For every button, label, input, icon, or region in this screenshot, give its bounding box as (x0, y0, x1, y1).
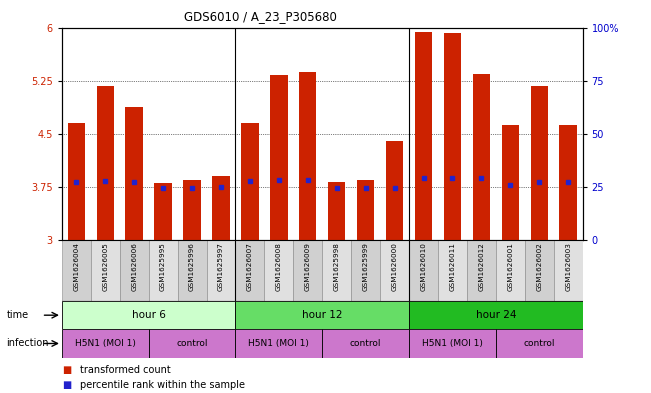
Bar (502, 125, 519, 240)
Bar (62, 329, 148, 358)
Bar (212, 176, 230, 240)
Text: hour 24: hour 24 (476, 310, 516, 320)
Text: GSM1625999: GSM1625999 (363, 242, 368, 292)
Text: control: control (176, 339, 208, 348)
Text: GSM1625997: GSM1625997 (218, 242, 224, 292)
Bar (351, 240, 380, 301)
Bar (178, 240, 206, 301)
Bar (386, 141, 403, 240)
Text: GSM1626004: GSM1626004 (74, 242, 79, 292)
Text: GSM1626000: GSM1626000 (392, 242, 398, 292)
Text: GSM1626012: GSM1626012 (478, 242, 484, 292)
Text: hour 12: hour 12 (302, 310, 342, 320)
Bar (299, 72, 316, 240)
Bar (409, 329, 496, 358)
Text: control: control (523, 339, 555, 348)
Bar (154, 184, 172, 240)
Bar (409, 240, 438, 301)
Text: GSM1626002: GSM1626002 (536, 242, 542, 292)
Bar (554, 240, 583, 301)
Bar (380, 240, 409, 301)
Text: GSM1626006: GSM1626006 (132, 242, 137, 292)
Bar (236, 301, 409, 329)
Text: GSM1626011: GSM1626011 (449, 242, 456, 292)
Bar (496, 240, 525, 301)
Bar (525, 240, 554, 301)
Bar (264, 240, 294, 301)
Text: GSM1625998: GSM1625998 (334, 242, 340, 292)
Text: ■: ■ (62, 380, 71, 390)
Text: control: control (350, 339, 381, 348)
Text: GDS6010 / A_23_P305680: GDS6010 / A_23_P305680 (184, 10, 337, 23)
Bar (444, 33, 461, 240)
Bar (467, 240, 496, 301)
Bar (322, 240, 351, 301)
Bar (236, 329, 322, 358)
Bar (270, 75, 288, 240)
Bar (184, 180, 201, 240)
Bar (68, 123, 85, 240)
Text: infection: infection (7, 338, 49, 349)
Bar (322, 329, 409, 358)
Text: GSM1626003: GSM1626003 (565, 242, 571, 292)
Text: time: time (7, 310, 29, 320)
Bar (415, 33, 432, 240)
Text: GSM1626009: GSM1626009 (305, 242, 311, 292)
Bar (90, 240, 120, 301)
Bar (473, 73, 490, 240)
Bar (294, 240, 322, 301)
Text: H5N1 (MOI 1): H5N1 (MOI 1) (422, 339, 483, 348)
Text: GSM1626005: GSM1626005 (102, 242, 108, 292)
Text: GSM1625996: GSM1625996 (189, 242, 195, 292)
Bar (438, 240, 467, 301)
Text: GSM1626001: GSM1626001 (507, 242, 513, 292)
Bar (126, 107, 143, 240)
Text: hour 6: hour 6 (132, 310, 165, 320)
Text: transformed count: transformed count (80, 365, 171, 375)
Bar (148, 240, 178, 301)
Bar (120, 240, 148, 301)
Bar (236, 240, 264, 301)
Bar (62, 301, 236, 329)
Bar (357, 180, 374, 240)
Text: GSM1626008: GSM1626008 (276, 242, 282, 292)
Text: percentile rank within the sample: percentile rank within the sample (80, 380, 245, 390)
Bar (559, 125, 577, 240)
Bar (96, 86, 114, 240)
Bar (496, 329, 583, 358)
Bar (242, 123, 258, 240)
Bar (206, 240, 236, 301)
Bar (409, 301, 583, 329)
Text: GSM1626010: GSM1626010 (421, 242, 426, 292)
Text: GSM1626007: GSM1626007 (247, 242, 253, 292)
Text: ■: ■ (62, 365, 71, 375)
Bar (531, 86, 548, 240)
Text: GSM1625995: GSM1625995 (160, 242, 166, 292)
Text: H5N1 (MOI 1): H5N1 (MOI 1) (249, 339, 309, 348)
Bar (328, 182, 346, 240)
Bar (148, 329, 236, 358)
Bar (62, 240, 90, 301)
Text: H5N1 (MOI 1): H5N1 (MOI 1) (75, 339, 135, 348)
